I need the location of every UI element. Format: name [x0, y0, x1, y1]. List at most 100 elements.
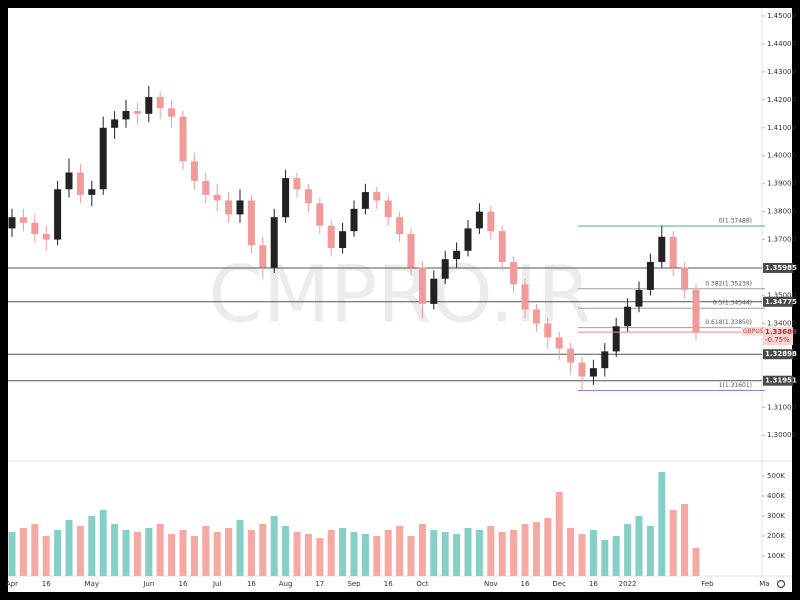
volume-tick-label: 300K	[767, 512, 785, 520]
volume-tick-label: 400K	[767, 492, 785, 500]
volume-bar	[567, 528, 575, 576]
fib-label: 0(1.37488)	[719, 217, 752, 224]
x-tick-label: Jul	[212, 580, 222, 588]
candle-body	[692, 289, 700, 333]
candle-body	[464, 228, 472, 251]
x-tick-label: 16	[384, 580, 393, 588]
candle-body	[316, 203, 324, 226]
candle-body	[293, 178, 301, 190]
candle-body	[19, 217, 27, 223]
volume-bar	[316, 538, 324, 576]
volume-bar	[646, 526, 654, 576]
volume-bar	[418, 524, 426, 576]
candle-body	[42, 234, 50, 240]
volume-bar	[487, 526, 495, 576]
level-badge	[763, 375, 793, 386]
candle-body	[190, 161, 198, 181]
volume-bar	[578, 534, 586, 576]
volume-bar	[384, 530, 392, 576]
y-tick-label: 1.41000	[767, 124, 796, 132]
volume-bar	[589, 530, 597, 576]
volume-bar	[88, 516, 96, 576]
x-tick-label: Oct	[416, 580, 428, 588]
volume-bar	[327, 530, 335, 576]
volume-bar	[65, 520, 73, 576]
volume-bar	[601, 540, 609, 576]
volume-bar	[521, 524, 529, 576]
fib-label: 1(1.31601)	[719, 382, 752, 389]
volume-bar	[681, 504, 689, 576]
volume-bar	[42, 536, 50, 576]
candle-body	[31, 222, 39, 234]
volume-bar	[156, 524, 164, 576]
y-tick-label: 1.34000	[767, 319, 796, 327]
x-tick-label: 2022	[619, 580, 637, 588]
volume-bar	[304, 534, 312, 576]
level-label: 1.31951	[765, 377, 797, 385]
candle-body	[202, 180, 210, 195]
fib-label: 0.382(1.35239)	[705, 280, 752, 287]
symbol-label: GBPUSD	[743, 328, 769, 335]
candle-body	[521, 284, 529, 310]
candle-body	[122, 111, 130, 120]
candle-body	[373, 192, 381, 201]
volume-bar	[225, 528, 233, 576]
volume-tick-label: 500K	[767, 472, 785, 480]
candle-body	[133, 111, 141, 114]
volume-bar	[145, 528, 153, 576]
candle-body	[384, 200, 392, 218]
x-tick-label: May	[85, 580, 99, 588]
volume-bar	[692, 548, 700, 576]
candle-body	[65, 172, 73, 190]
candle-body	[430, 278, 438, 304]
candle-body	[567, 348, 575, 363]
candle-body	[601, 351, 609, 369]
candle-body	[168, 108, 176, 117]
candle-body	[555, 337, 563, 349]
volume-bar	[464, 528, 472, 576]
volume-bar	[453, 534, 461, 576]
volume-bar	[612, 536, 620, 576]
y-tick-label: 1.31000	[767, 403, 796, 411]
fib-label: 0.618(1.33850)	[705, 319, 752, 326]
volume-bar	[430, 530, 438, 576]
volume-bar	[19, 528, 27, 576]
x-tick-label: Feb	[701, 580, 714, 588]
level-label: 1.32898	[765, 350, 797, 358]
volume-bar	[111, 524, 119, 576]
volume-bar	[350, 532, 358, 576]
candle-body	[54, 189, 62, 240]
volume-bar	[54, 530, 62, 576]
volume-bar	[293, 532, 301, 576]
candle-body	[236, 200, 244, 215]
x-tick-label: Jun	[142, 580, 154, 588]
candle-body	[145, 97, 153, 114]
candle-body	[8, 217, 16, 229]
volume-bar	[361, 534, 369, 576]
candle-body	[339, 231, 347, 248]
volume-bar	[259, 524, 267, 576]
volume-bar	[396, 526, 404, 576]
volume-bar	[202, 526, 210, 576]
volume-bar	[236, 520, 244, 576]
y-tick-label: 1.35000	[767, 291, 796, 299]
candle-body	[88, 189, 96, 195]
volume-bar	[133, 532, 141, 576]
symbol-badge	[741, 327, 762, 337]
volume-bar	[635, 516, 643, 576]
candle-body	[99, 127, 107, 190]
candle-body	[498, 231, 506, 262]
candle-body	[578, 362, 586, 377]
level-badge	[763, 349, 793, 360]
x-tick-label: Dec	[552, 580, 566, 588]
candle-body	[418, 267, 426, 304]
y-tick-label: 1.45000	[767, 12, 796, 20]
candle-body	[487, 211, 495, 232]
volume-bar	[555, 492, 563, 576]
x-tick-label: 17	[315, 580, 324, 588]
candle-body	[213, 194, 221, 201]
volume-bar	[475, 530, 483, 576]
fib-label: 0.5(1.34544)	[713, 300, 752, 307]
volume-bar	[179, 530, 187, 576]
candle-body	[510, 261, 518, 285]
